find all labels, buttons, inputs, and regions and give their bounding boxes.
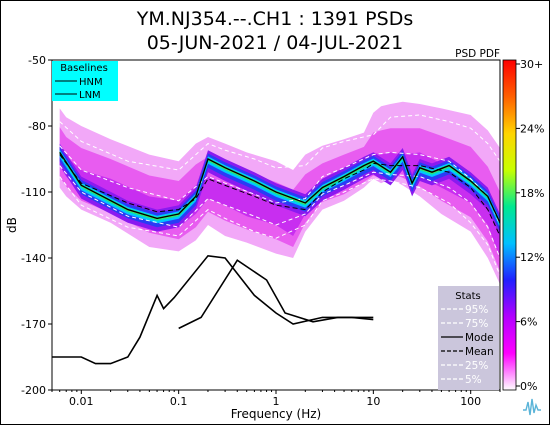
x-tick-label: 10 (366, 395, 380, 408)
lnm-baseline (52, 254, 374, 365)
y-axis-label: dB (5, 217, 19, 233)
y-tick-label: -50 (28, 54, 46, 67)
y-tick-label: -110 (21, 186, 46, 199)
stats-legend-label: 5% (465, 374, 482, 386)
colorbar-bar (502, 59, 517, 391)
corner-label: PSD PDF (455, 48, 500, 60)
mode-line (59, 152, 500, 224)
y-tick-label: -170 (21, 318, 46, 331)
colorbar-tick-label: 18% (520, 187, 544, 200)
stats-legend: Stats 95% 75% Mode Mean 25% 5% (438, 286, 499, 390)
x-tick-label: 0.1 (170, 395, 188, 408)
p95-line (59, 114, 500, 171)
y-axis: -50 -80 -110 -140 -170 -200 (21, 54, 52, 397)
colorbar-tick-label: 0% (520, 380, 537, 393)
baselines-legend-title: Baselines (60, 63, 108, 74)
stats-legend-box (438, 286, 499, 390)
colorbar: 30+ 24% 18% 12% 6% 0% (502, 58, 544, 393)
p75-line (59, 145, 500, 226)
lnm-legend-label: LNM (79, 90, 101, 101)
chart-title-line2: 05-JUN-2021 / 04-JUL-2021 (147, 32, 404, 54)
x-tick-label: 1 (273, 395, 280, 408)
p25-line (59, 165, 500, 259)
logo-icon (521, 396, 543, 418)
y-tick-label: -80 (28, 120, 46, 133)
x-axis-label: Frequency (Hz) (231, 407, 322, 421)
stats-legend-label: Mean (465, 346, 494, 358)
baselines-legend: Baselines HNM LNM (52, 61, 118, 101)
pdf-band-inner (59, 145, 500, 258)
colorbar-tick-label: 12% (520, 251, 544, 264)
colorbar-tick-label: 30+ (520, 58, 543, 71)
stats-legend-label: Mode (465, 332, 494, 344)
stats-legend-label: 95% (465, 304, 488, 316)
x-tick-label: 0.01 (69, 395, 94, 408)
pdf-core-cyan (59, 149, 500, 228)
hnm-legend-label: HNM (79, 77, 103, 88)
mean-line (59, 154, 500, 237)
x-axis: 0.01 0.1 1 10 100 (51, 390, 501, 408)
stats-legend-label: 25% (465, 360, 488, 372)
y-tick-label: -200 (21, 384, 46, 397)
x-tick-label: 100 (460, 395, 481, 408)
colorbar-tick-label: 24% (520, 122, 544, 135)
stats-legend-title: Stats (455, 291, 481, 302)
chart-title-line1: YM.NJ354.--.CH1 : 1391 PSDs (136, 8, 413, 30)
colorbar-tick-label: 6% (520, 316, 537, 329)
stats-legend-label: 75% (465, 318, 488, 330)
y-tick-label: -140 (21, 252, 46, 265)
